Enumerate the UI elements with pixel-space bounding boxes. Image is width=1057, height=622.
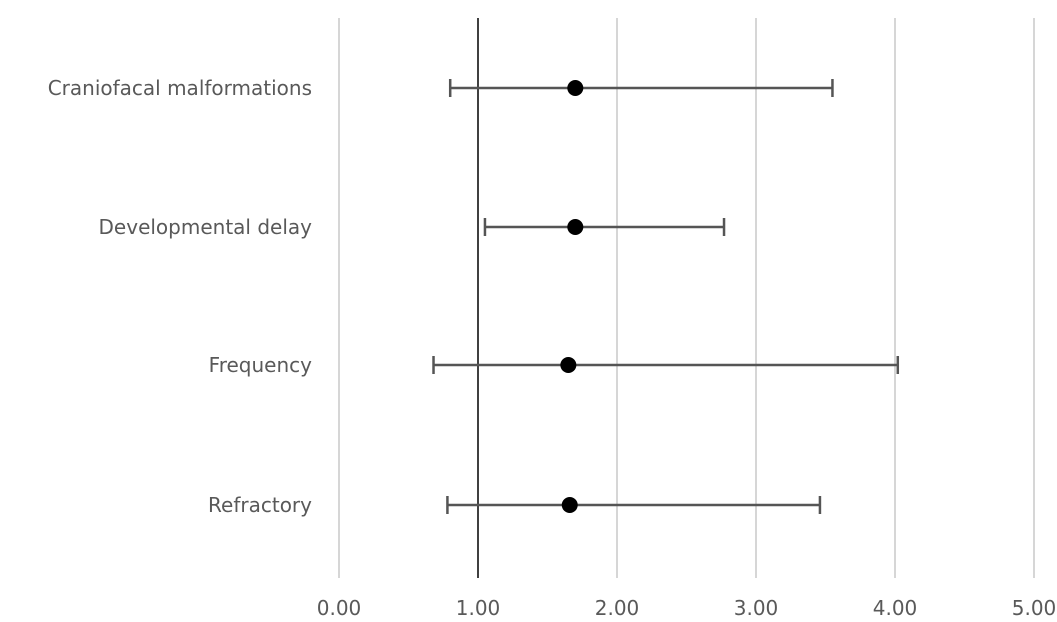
category-labels: Craniofacal malformations Developmental d… <box>48 76 312 517</box>
point-estimate <box>561 497 578 513</box>
category-label: Refractory <box>208 493 312 517</box>
x-tick-label: 2.00 <box>595 596 640 620</box>
point-estimate <box>567 80 584 96</box>
point-estimate <box>560 357 577 373</box>
point-estimate <box>567 219 584 235</box>
category-label: Developmental delay <box>99 215 313 239</box>
x-axis-tick-labels: 0.00 1.00 2.00 3.00 4.00 5.00 <box>317 596 1057 620</box>
error-bars <box>432 79 900 514</box>
x-tick-label: 1.00 <box>456 596 501 620</box>
x-tick-label: 3.00 <box>734 596 779 620</box>
category-label: Craniofacal malformations <box>48 76 312 100</box>
x-tick-label: 5.00 <box>1012 596 1057 620</box>
gridlines <box>338 18 1035 578</box>
category-label: Frequency <box>209 353 312 377</box>
x-tick-label: 4.00 <box>873 596 918 620</box>
point-estimates <box>560 80 584 513</box>
x-tick-label: 0.00 <box>317 596 362 620</box>
